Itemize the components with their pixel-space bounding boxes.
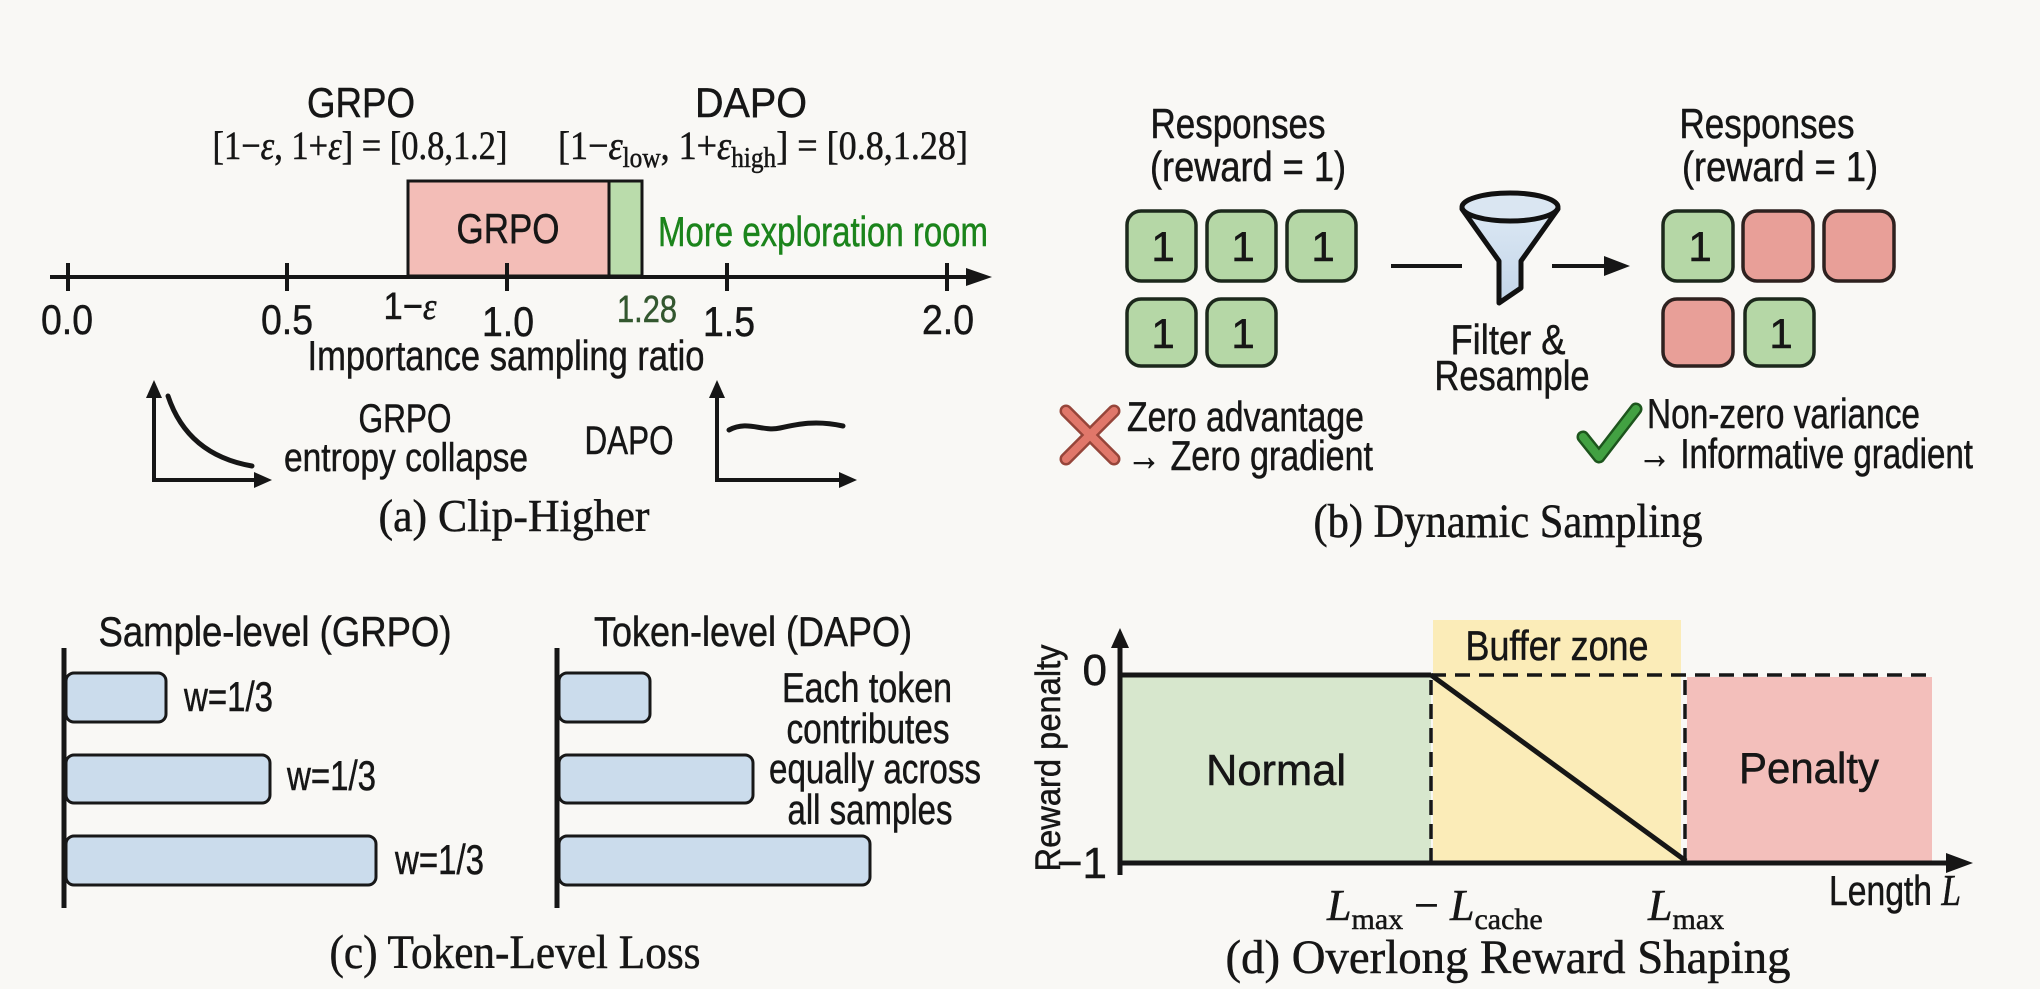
svg-text:Importance sampling ratio: Importance sampling ratio — [308, 332, 705, 379]
svg-text:1.0: 1.0 — [482, 298, 534, 345]
svg-text:Non-zero variance: Non-zero variance — [1647, 390, 1920, 437]
svg-text:Filter &: Filter & — [1451, 316, 1566, 363]
svg-text:Responses: Responses — [1680, 100, 1855, 147]
svg-text:0.5: 0.5 — [261, 296, 313, 343]
svg-text:0: 0 — [1083, 646, 1107, 695]
svg-text:equally across: equally across — [769, 745, 981, 792]
svg-text:1.5: 1.5 — [703, 298, 755, 345]
svg-text:Penalty: Penalty — [1739, 744, 1879, 793]
svg-text:1.28: 1.28 — [617, 289, 677, 331]
svg-text:[1−εlow, 1+εhigh] = [0.8,1.28]: [1−εlow, 1+εhigh] = [0.8,1.28] — [558, 123, 968, 174]
svg-text:Each token: Each token — [782, 664, 952, 711]
svg-text:Lmax − Lcache: Lmax − Lcache — [1326, 881, 1543, 936]
svg-text:Zero advantage: Zero advantage — [1127, 393, 1364, 440]
svg-text:Normal: Normal — [1206, 746, 1346, 795]
svg-text:[1−ε, 1+ε] = [0.8,1.2]: [1−ε, 1+ε] = [0.8,1.2] — [213, 123, 508, 168]
svg-text:w=1/3: w=1/3 — [286, 752, 376, 799]
svg-text:1: 1 — [1151, 223, 1174, 270]
svg-text:More exploration room: More exploration room — [658, 208, 988, 255]
svg-text:w=1/3: w=1/3 — [183, 673, 273, 720]
svg-text:(a) Clip-Higher: (a) Clip-Higher — [379, 490, 650, 541]
svg-text:GRPO: GRPO — [457, 205, 560, 252]
svg-text:Length L: Length L — [1829, 866, 1961, 915]
svg-text:GRPO: GRPO — [359, 397, 452, 441]
svg-text:contributes: contributes — [787, 705, 950, 752]
svg-text:DAPO: DAPO — [695, 79, 807, 126]
svg-text:−1: −1 — [1057, 839, 1107, 888]
svg-text:(d) Overlong Reward Shaping: (d) Overlong Reward Shaping — [1226, 931, 1791, 984]
svg-text:→ Informative gradient: → Informative gradient — [1638, 430, 1973, 477]
svg-text:0.0: 0.0 — [41, 296, 93, 343]
svg-text:Sample-level (GRPO): Sample-level (GRPO) — [99, 608, 452, 655]
svg-text:entropy collapse: entropy collapse — [284, 436, 528, 480]
svg-text:1: 1 — [1688, 223, 1711, 270]
svg-text:Resample: Resample — [1435, 352, 1590, 399]
svg-text:Responses: Responses — [1151, 100, 1326, 147]
svg-text:DAPO: DAPO — [585, 419, 674, 463]
svg-text:(reward = 1): (reward = 1) — [1150, 143, 1346, 190]
svg-text:Buffer zone: Buffer zone — [1466, 622, 1649, 669]
svg-text:1−ε: 1−ε — [384, 286, 437, 328]
svg-text:1: 1 — [1231, 223, 1254, 270]
svg-text:all samples: all samples — [788, 786, 953, 833]
svg-text:Token-level (DAPO): Token-level (DAPO) — [594, 608, 912, 655]
svg-text:Reward penalty: Reward penalty — [1029, 644, 1068, 871]
svg-text:w=1/3: w=1/3 — [394, 836, 484, 883]
svg-text:(reward = 1): (reward = 1) — [1682, 143, 1878, 190]
svg-text:1: 1 — [1151, 310, 1174, 357]
svg-text:(b) Dynamic Sampling: (b) Dynamic Sampling — [1314, 495, 1703, 548]
svg-text:(c) Token-Level Loss: (c) Token-Level Loss — [330, 926, 701, 979]
svg-text:Lmax: Lmax — [1647, 881, 1724, 936]
svg-text:1: 1 — [1231, 310, 1254, 357]
svg-text:1: 1 — [1311, 223, 1334, 270]
svg-text:→ Zero gradient: → Zero gradient — [1127, 432, 1373, 479]
svg-text:GRPO: GRPO — [307, 79, 415, 126]
svg-text:1: 1 — [1769, 310, 1792, 357]
svg-text:2.0: 2.0 — [922, 296, 974, 343]
